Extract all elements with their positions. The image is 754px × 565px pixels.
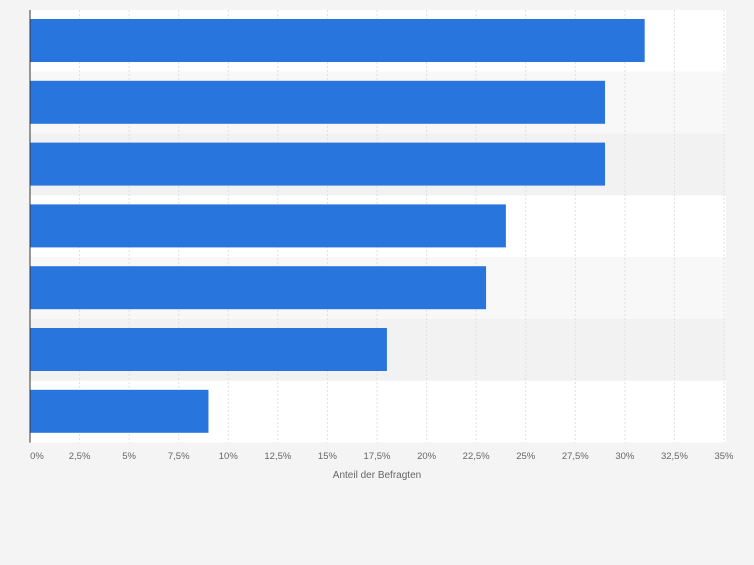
x-tick-label: 32,5%: [661, 451, 688, 462]
bar[interactable]: [30, 328, 387, 371]
x-tick-label: 35%: [714, 451, 734, 462]
x-tick-labels: 0% 2,5% 5% 7,5% 10% 12,5% 15% 17,5% 20% 22,5% 25% 2…: [30, 451, 734, 462]
x-tick-label: 10%: [219, 451, 239, 462]
x-tick-label: 30%: [615, 451, 635, 462]
bar[interactable]: [30, 80, 606, 124]
bar[interactable]: [30, 19, 645, 62]
x-tick-label: 25%: [516, 451, 536, 462]
x-tick-label: 17,5%: [364, 451, 391, 462]
bars: [30, 19, 645, 433]
bar[interactable]: [30, 204, 506, 248]
x-tick-label: 12,5%: [264, 451, 291, 462]
x-tick-label: 5%: [122, 451, 136, 462]
x-tick-label: 20%: [417, 451, 437, 462]
x-tick-label: 7,5%: [168, 451, 190, 462]
bar[interactable]: [30, 266, 487, 310]
x-tick-label: 0%: [30, 451, 44, 462]
bar[interactable]: [30, 389, 209, 433]
x-tick-label: 27,5%: [562, 451, 589, 462]
x-tick-label: 15%: [318, 451, 338, 462]
bar[interactable]: [30, 142, 606, 186]
x-tick-label: 22,5%: [463, 451, 490, 462]
x-axis-title: Anteil der Befragten: [333, 470, 421, 481]
x-tick-label: 2,5%: [69, 451, 91, 462]
